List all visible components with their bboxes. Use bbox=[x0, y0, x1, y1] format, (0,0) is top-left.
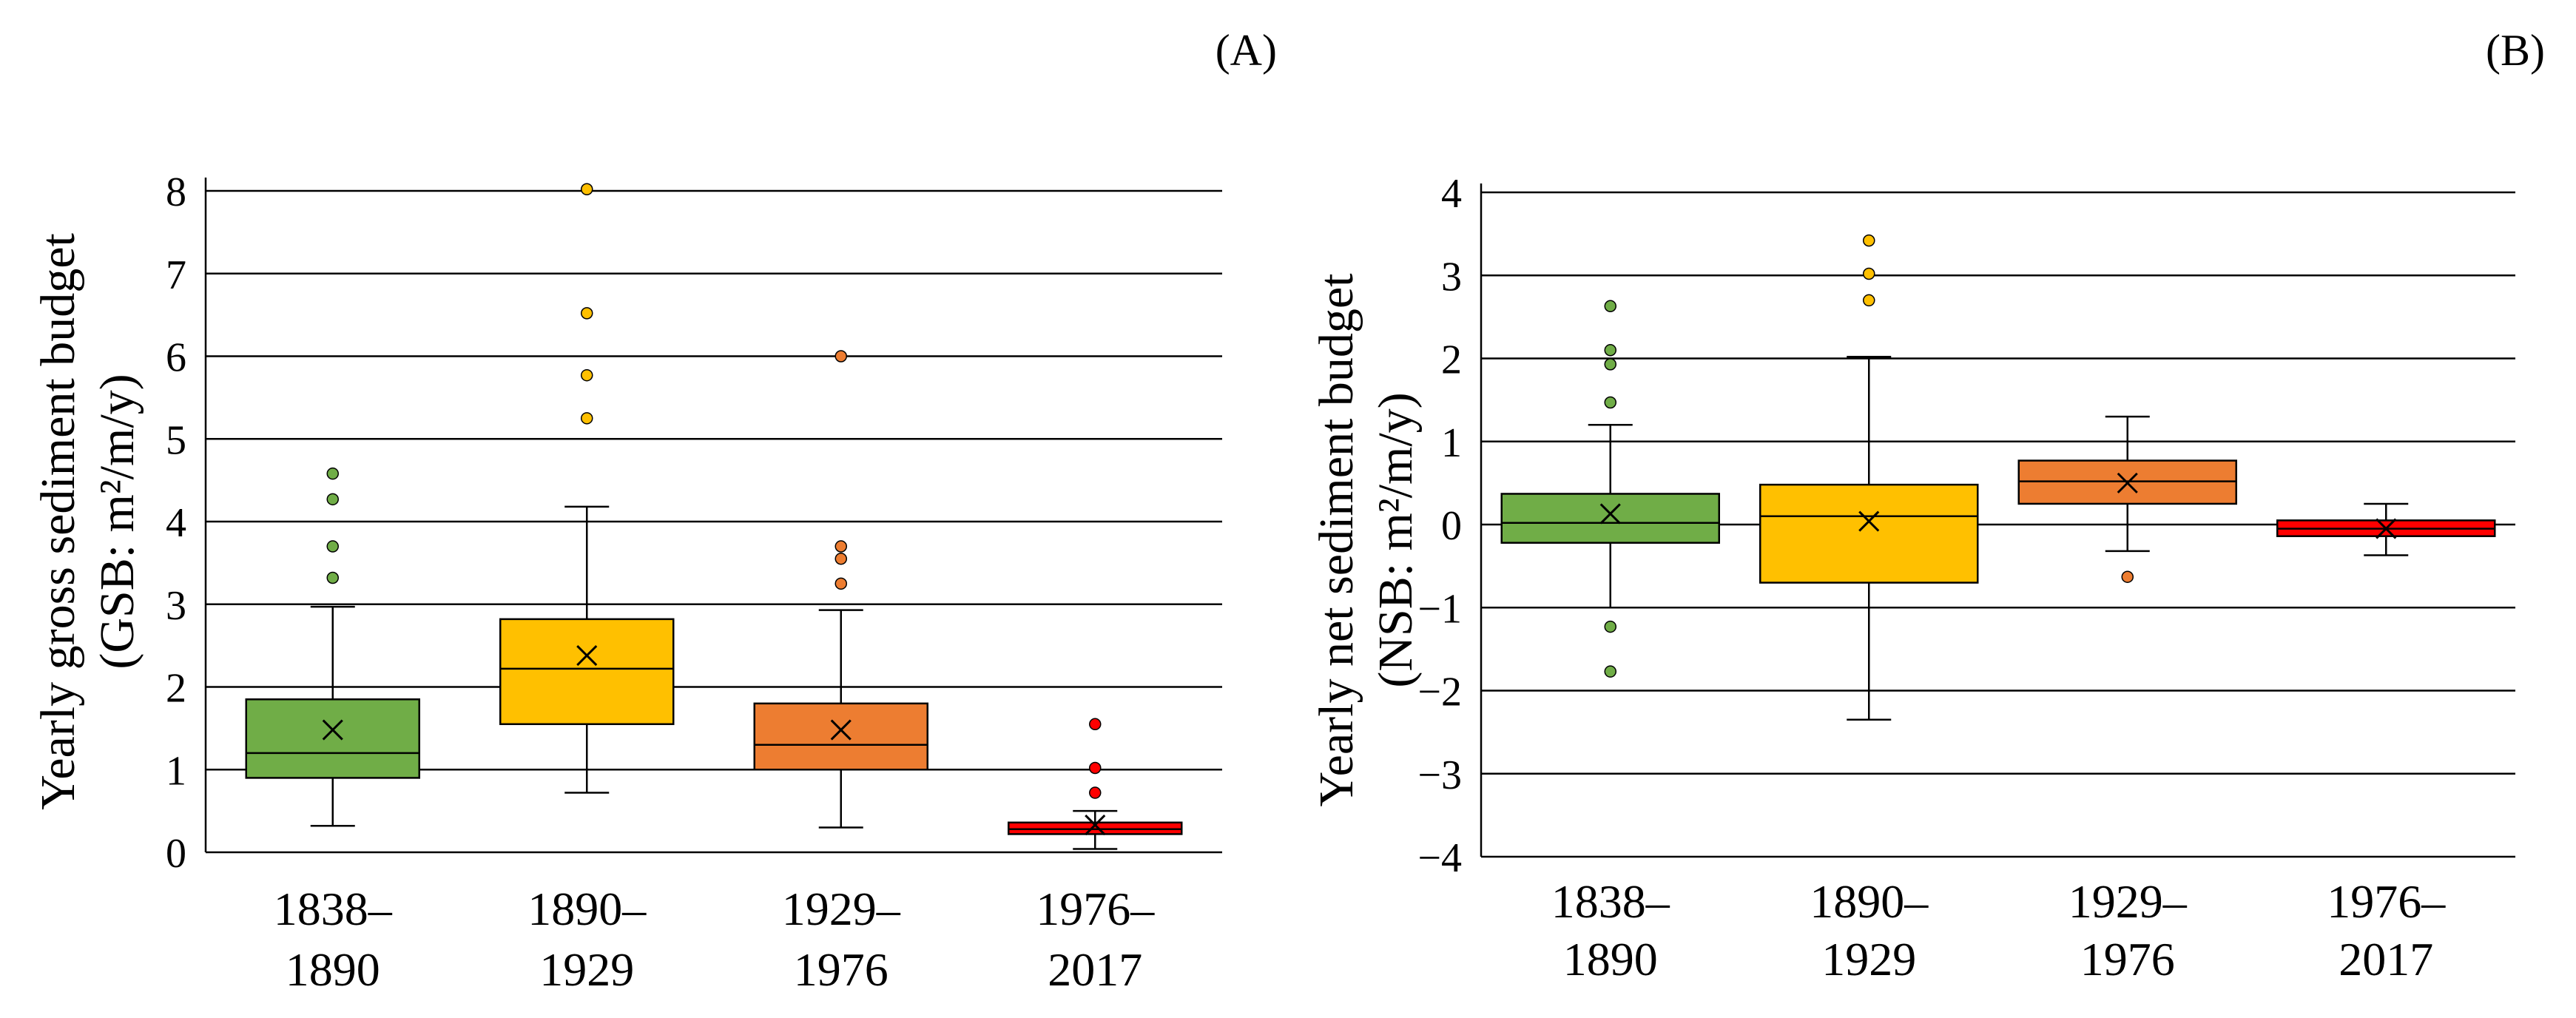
y-tick-label: 3 bbox=[1441, 254, 1462, 300]
outlier-point bbox=[1089, 786, 1102, 799]
categories-b: 1838–1890 1890–1929 1929–1976 1976–2017 bbox=[1551, 875, 2447, 985]
outlier-point bbox=[1604, 358, 1616, 371]
y-tick-label: −2 bbox=[1417, 670, 1462, 715]
y-tick-label: −1 bbox=[1417, 586, 1462, 632]
outlier-point bbox=[581, 307, 593, 320]
y-tick-label: 0 bbox=[166, 831, 186, 877]
category-label-line2: 1890 bbox=[286, 943, 380, 996]
category-label-line2: 1976 bbox=[794, 943, 889, 996]
outlier-point bbox=[834, 540, 847, 553]
category-label-line2: 1929 bbox=[539, 943, 634, 996]
y-tick-label: −4 bbox=[1417, 835, 1462, 881]
outlier-point bbox=[1604, 620, 1616, 633]
y-tick-label: 6 bbox=[166, 335, 186, 381]
category-label-line1: 1929– bbox=[782, 883, 901, 935]
outlier-point bbox=[1089, 761, 1102, 775]
category-label-line2: 1929 bbox=[1821, 933, 1916, 985]
box-1838–1890 bbox=[245, 467, 420, 827]
grid-b bbox=[1480, 183, 2515, 858]
mean-marker bbox=[830, 719, 852, 741]
category-label-line2: 2017 bbox=[1048, 943, 1142, 996]
mean-marker bbox=[1599, 503, 1621, 525]
mean-marker bbox=[2376, 518, 2397, 539]
outlier-point bbox=[1089, 718, 1102, 731]
mean-marker bbox=[322, 719, 343, 741]
category-label-line1: 1976– bbox=[2327, 875, 2446, 928]
y-tick-label: 3 bbox=[166, 583, 186, 629]
y-tick-label: 4 bbox=[166, 500, 186, 546]
outlier-point bbox=[1863, 267, 1875, 280]
mean-marker bbox=[2117, 472, 2138, 493]
iqr-box bbox=[499, 618, 675, 726]
y-ticks-b: −4 −3 −2 −1 0 1 2 3 4 bbox=[1417, 171, 1462, 881]
outlier-point bbox=[326, 540, 339, 553]
outlier-point bbox=[581, 183, 593, 196]
chart-panel-b: (B) Yearly net sediment budget (NSB: m²/… bbox=[1309, 26, 2545, 985]
y-axis-label-b-line2: (NSB: m²/m/y) bbox=[1369, 392, 1423, 687]
category-label-line1: 1976– bbox=[1036, 883, 1155, 935]
y-tick-label: 0 bbox=[1441, 503, 1462, 549]
category-label-line2: 2017 bbox=[2339, 933, 2433, 985]
iqr-box bbox=[1500, 493, 1720, 544]
outlier-point bbox=[326, 571, 339, 584]
panel-label-b: (B) bbox=[2486, 26, 2545, 75]
y-tick-label: −3 bbox=[1417, 752, 1462, 798]
outlier-point bbox=[834, 553, 847, 565]
iqr-box bbox=[245, 698, 420, 779]
iqr-box bbox=[753, 702, 928, 771]
y-axis-label-a-line1: Yearly gross sediment budget bbox=[31, 233, 85, 810]
y-ticks-a: 0 1 2 3 4 5 6 7 8 bbox=[166, 169, 186, 877]
y-tick-label: 1 bbox=[1441, 420, 1462, 466]
outlier-point bbox=[326, 467, 339, 480]
box-1890–1929 bbox=[1759, 234, 1979, 721]
box-1976–2017 bbox=[2276, 502, 2496, 556]
category-label-line2: 1976 bbox=[2080, 933, 2175, 985]
outlier-point bbox=[2121, 570, 2134, 583]
y-tick-label: 4 bbox=[1441, 171, 1462, 217]
category-label-line1: 1838– bbox=[274, 883, 393, 935]
outlier-point bbox=[1863, 294, 1875, 307]
outlier-point bbox=[834, 350, 847, 363]
y-axis-label-a-line2: (GSB: m²/m/y) bbox=[90, 374, 144, 669]
y-tick-label: 1 bbox=[166, 748, 186, 794]
category-label-line2: 1890 bbox=[1563, 933, 1658, 985]
category-label-line1: 1929– bbox=[2068, 875, 2188, 928]
mean-marker bbox=[1085, 815, 1106, 836]
mean-marker bbox=[1858, 510, 1880, 532]
outlier-point bbox=[326, 493, 339, 506]
category-label-line1: 1890– bbox=[527, 883, 647, 935]
outlier-point bbox=[581, 368, 593, 382]
y-tick-label: 7 bbox=[166, 252, 186, 298]
outlier-point bbox=[1604, 344, 1616, 357]
boxes-b bbox=[1500, 234, 2496, 721]
box-1838–1890 bbox=[1500, 300, 1720, 678]
iqr-box bbox=[1759, 483, 1979, 584]
y-tick-label: 2 bbox=[166, 666, 186, 712]
y-tick-label: 2 bbox=[1441, 337, 1462, 383]
category-label-line1: 1890– bbox=[1810, 875, 1929, 928]
box-1976–2017 bbox=[1008, 718, 1183, 850]
outlier-point bbox=[581, 412, 593, 425]
box-1890–1929 bbox=[499, 183, 675, 794]
outlier-point bbox=[1863, 234, 1875, 247]
outlier-point bbox=[834, 577, 847, 590]
mean-marker bbox=[576, 644, 598, 667]
categories-a: 1838– 1890 1890– 1929 1929– 1976 1976– 2017 bbox=[274, 883, 1156, 996]
box-1929–1976 bbox=[2017, 415, 2237, 583]
y-tick-label: 5 bbox=[166, 417, 186, 463]
y-tick-label: 8 bbox=[166, 169, 186, 215]
y-axis-label-b-line1: Yearly net sediment budget bbox=[1309, 273, 1363, 806]
boxes-a bbox=[245, 183, 1183, 850]
category-label-line1: 1838– bbox=[1551, 875, 1670, 928]
outlier-point bbox=[1604, 396, 1616, 409]
box-1929–1976 bbox=[753, 350, 928, 829]
panel-label-a: (A) bbox=[1215, 26, 1277, 75]
outlier-point bbox=[1604, 300, 1616, 313]
outlier-point bbox=[1604, 665, 1616, 678]
chart-panel-a: (A) Yearly gross sediment budget (GSB: m… bbox=[31, 26, 1277, 996]
